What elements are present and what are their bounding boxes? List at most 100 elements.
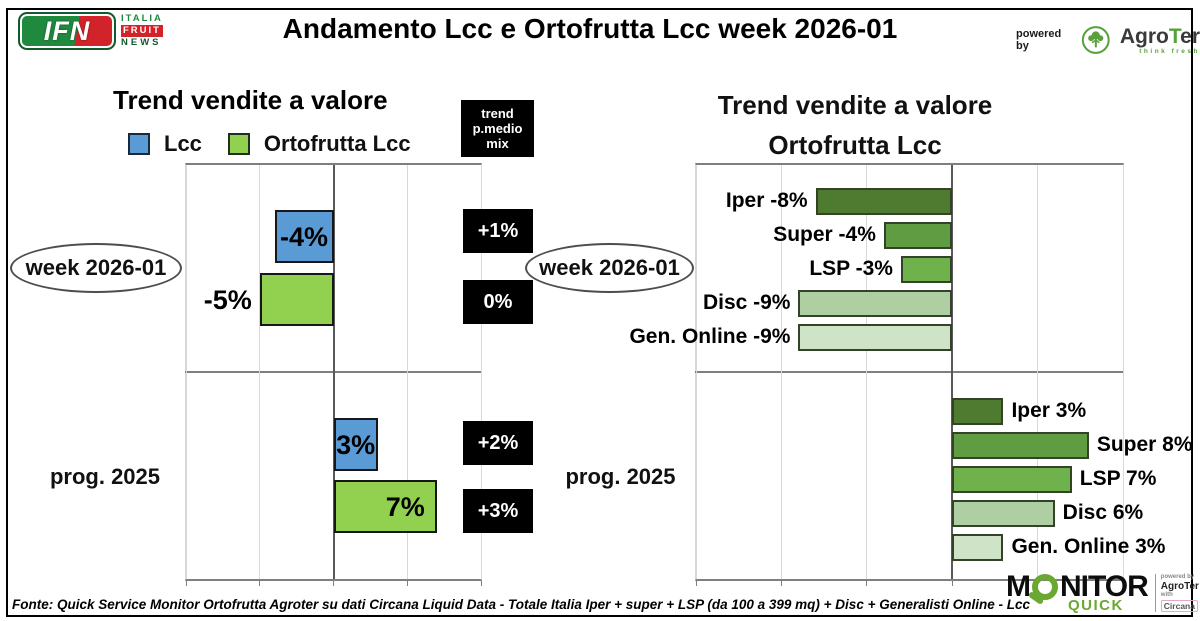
bar-value-label: Disc 6% bbox=[1062, 501, 1144, 524]
ifn-word-news: NEWS bbox=[121, 37, 162, 48]
trend-value-box: +2% bbox=[463, 421, 533, 465]
gridline bbox=[1122, 165, 1124, 579]
quick-label: QUICK bbox=[1068, 597, 1124, 614]
trend-value-box: +1% bbox=[463, 209, 533, 253]
bar-value-label: Super -4% bbox=[773, 223, 876, 246]
bar-iper bbox=[952, 398, 1004, 425]
monitor-powered-by: powered by bbox=[1160, 574, 1195, 580]
right-chart-title-line2: Ortofrutta Lcc bbox=[768, 130, 942, 160]
bar-lcc bbox=[333, 418, 378, 471]
legend-swatch-ortofrutta bbox=[227, 133, 250, 155]
right-plot-divider bbox=[695, 371, 1124, 373]
gridline bbox=[185, 165, 187, 579]
page-title: Andamento Lcc e Ortofrutta Lcc week 2026… bbox=[282, 13, 898, 44]
bar-value-label: Gen. Online -9% bbox=[629, 325, 791, 348]
axis-tick bbox=[695, 580, 697, 586]
ifn-flag-badge: IFN bbox=[18, 12, 116, 50]
left-week-label: week 2026-01 bbox=[25, 255, 167, 280]
axis-tick bbox=[780, 580, 782, 586]
bar-lsp bbox=[952, 466, 1072, 493]
bar-super bbox=[883, 222, 953, 249]
left-week-oval: week 2026-01 bbox=[10, 243, 182, 293]
ifn-word-fruit: FRUIT bbox=[121, 25, 163, 37]
bar-value-label: 3% bbox=[336, 430, 376, 460]
gridline bbox=[866, 165, 868, 579]
ifn-word-italia: ITALIA bbox=[121, 13, 163, 24]
gridline bbox=[780, 165, 782, 579]
magnifier-icon bbox=[1027, 574, 1058, 606]
axis-tick bbox=[951, 580, 953, 586]
monitor-row: M NITOR bbox=[1006, 570, 1149, 606]
agroter-part-er: er bbox=[1180, 24, 1200, 48]
legend-swatch-lcc bbox=[128, 133, 150, 155]
ifn-abbr-text: IFN bbox=[43, 15, 91, 46]
bar-value-label: 7% bbox=[385, 492, 425, 522]
bar-lsp bbox=[900, 256, 953, 283]
gridline bbox=[406, 165, 408, 579]
right-chart-title: Trend vendite a valore Ortofrutta Lcc bbox=[660, 85, 1050, 165]
axis-tick bbox=[1122, 580, 1124, 586]
zero-axis bbox=[332, 165, 335, 579]
agroter-wordmark: AgroTer think fresh bbox=[1119, 24, 1200, 55]
bar-gen-online bbox=[952, 534, 1004, 561]
bar-value-label: Gen. Online 3% bbox=[1011, 535, 1166, 558]
axis-tick bbox=[406, 580, 408, 586]
trend-header-line3: mix bbox=[486, 136, 509, 151]
bar-value-label: -4% bbox=[279, 222, 328, 252]
agroter-name: AgroTer bbox=[1119, 24, 1200, 48]
bar-value-label: LSP 7% bbox=[1079, 467, 1157, 490]
left-plot: -4% -5% 3% 7% bbox=[185, 163, 482, 586]
powered-by-label: powered by bbox=[1016, 28, 1062, 52]
monitor-with: with bbox=[1160, 592, 1173, 598]
right-week-oval: week 2026-01 bbox=[525, 243, 694, 293]
bar-iper bbox=[815, 188, 953, 215]
trend-value-box: +3% bbox=[463, 489, 533, 533]
bar-ortofrutta-lcc bbox=[259, 273, 334, 326]
legend-label-lcc: Lcc bbox=[164, 131, 202, 156]
bar-value-label: Disc -9% bbox=[702, 291, 791, 314]
trend-header-line1: trend bbox=[481, 106, 514, 121]
zero-axis bbox=[951, 165, 954, 579]
bar-disc bbox=[798, 290, 953, 317]
axis-tick bbox=[333, 580, 334, 586]
right-plot: Iper -8% Super -4% LSP -3% Disc -9% Gen. Onl… bbox=[629, 163, 1193, 586]
bar-lcc bbox=[274, 210, 334, 263]
right-chart-title-line1: Trend vendite a valore bbox=[717, 90, 993, 120]
agroter-part-t: T bbox=[1168, 24, 1181, 48]
source-note: Fonte: Quick Service Monitor Ortofrutta … bbox=[12, 597, 1031, 612]
magnifier-handle bbox=[1027, 590, 1045, 606]
left-chart-title: Trend vendite a valore bbox=[113, 85, 388, 115]
bar-value-label: LSP -3% bbox=[809, 257, 893, 280]
ifn-wordmark: ITALIA FRUIT NEWS bbox=[121, 13, 163, 49]
agroter-tree-icon bbox=[1082, 26, 1111, 54]
axis-tick bbox=[866, 580, 868, 586]
trend-pmedio-mix-header: trend p.medio mix bbox=[461, 100, 534, 157]
gridline bbox=[695, 165, 697, 579]
circana-logo: Circana bbox=[1160, 600, 1198, 612]
gridline bbox=[1037, 165, 1039, 579]
bar-super bbox=[952, 432, 1089, 459]
axis-tick bbox=[259, 580, 261, 586]
monitor-letters-nitor: NITOR bbox=[1060, 570, 1149, 603]
bar-gen-online bbox=[798, 324, 953, 351]
left-prog-label: prog. 2025 bbox=[49, 464, 161, 489]
ifn-logo: IFN ITALIA FRUIT NEWS bbox=[18, 12, 163, 50]
bar-value-label: -5% bbox=[203, 285, 252, 315]
agroter-part-agro: Agro bbox=[1119, 24, 1169, 48]
bar-disc bbox=[952, 500, 1055, 527]
right-week-label: week 2026-01 bbox=[539, 255, 680, 280]
monitor-quick-logo: M NITOR QUICK powered by AgroTer with Ci… bbox=[1006, 570, 1199, 614]
monitor-agroter: AgroTer bbox=[1160, 581, 1199, 592]
legend-label-ortofrutta: Ortofrutta Lcc bbox=[263, 131, 411, 156]
trend-header-line2: p.medio bbox=[472, 121, 523, 136]
gridline bbox=[480, 165, 482, 579]
bar-value-label: Iper 3% bbox=[1011, 399, 1087, 422]
monitor-letter-m: M bbox=[1006, 570, 1031, 603]
gridline bbox=[259, 165, 261, 579]
monitor-wordmark: M NITOR QUICK bbox=[1006, 570, 1149, 614]
bar-value-label: Iper -8% bbox=[725, 189, 808, 212]
bar-ortofrutta-lcc bbox=[333, 480, 437, 533]
agroter-branding: powered by AgroTer think fresh bbox=[1016, 24, 1200, 56]
bar-value-label: Super 8% bbox=[1096, 433, 1193, 456]
